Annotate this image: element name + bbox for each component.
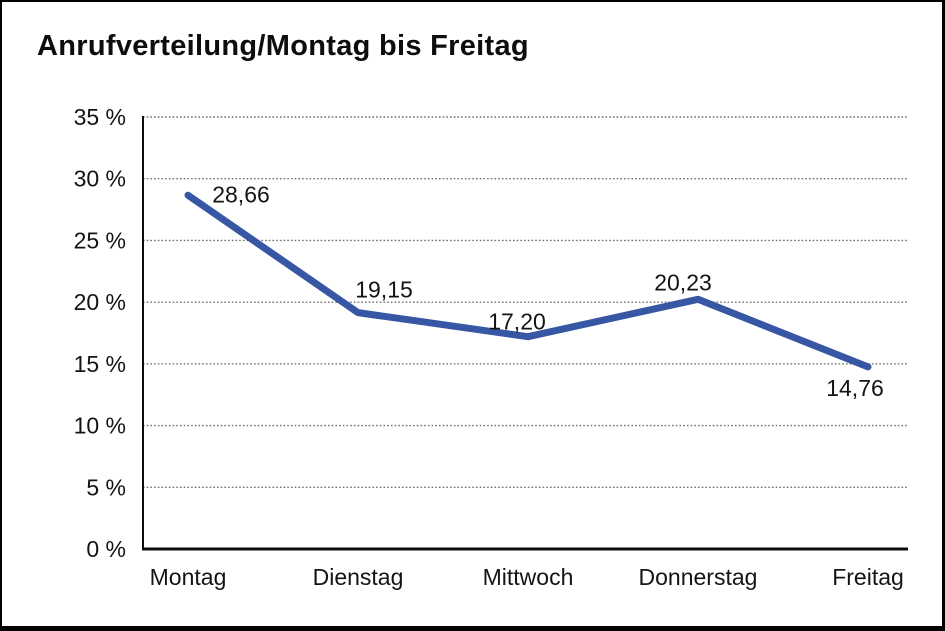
value-label: 20,23 — [654, 269, 712, 295]
y-tick-label: 25 % — [74, 227, 126, 253]
y-tick-label: 30 % — [74, 166, 126, 192]
value-label: 14,76 — [826, 375, 884, 401]
x-category-label: Freitag — [832, 564, 904, 590]
x-category-label: Donnerstag — [639, 564, 758, 590]
page-title: Anrufverteilung/Montag bis Freitag — [37, 30, 529, 62]
y-tick-label: 0 % — [86, 536, 126, 562]
y-tick-label: 20 % — [74, 289, 126, 315]
value-label: 19,15 — [355, 277, 413, 303]
y-tick-label: 15 % — [74, 351, 126, 377]
x-category-label: Dienstag — [313, 564, 404, 590]
value-label: 17,20 — [488, 309, 546, 335]
data-line — [184, 191, 872, 371]
x-category-label: Mittwoch — [483, 564, 574, 590]
x-category-label: Montag — [150, 564, 227, 590]
value-label: 28,66 — [212, 181, 270, 207]
y-tick-label: 5 % — [86, 474, 126, 500]
y-tick-label: 10 % — [74, 413, 126, 439]
y-tick-label: 35 % — [74, 104, 126, 130]
